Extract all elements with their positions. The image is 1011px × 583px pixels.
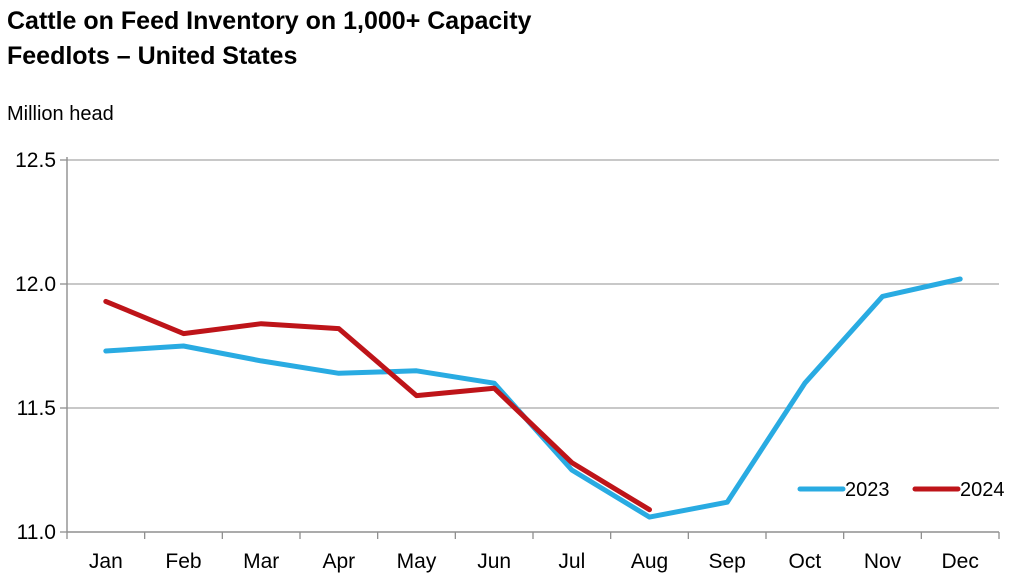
y-tick-label: 11.0 — [17, 521, 56, 544]
x-tick-label-jan: Jan — [89, 550, 123, 573]
x-tick-label-oct: Oct — [788, 550, 821, 573]
chart-title: Cattle on Feed Inventory on 1,000+ Capac… — [7, 4, 531, 74]
x-tick-label-mar: Mar — [243, 550, 279, 573]
series-line-2024 — [103, 298, 652, 513]
x-tick-label-feb: Feb — [165, 550, 201, 573]
legend: 2023 2024 — [797, 479, 1005, 501]
y-tick-label: 11.5 — [17, 397, 56, 420]
y-tick-label: 12.0 — [15, 273, 56, 296]
legend-label-2024: 2024 — [960, 479, 1005, 501]
x-tick-label-nov: Nov — [864, 550, 902, 573]
x-tick-label-dec: Dec — [941, 550, 978, 573]
y-tick-label: 12.5 — [15, 149, 56, 172]
legend-item-2023: 2023 — [797, 479, 890, 501]
x-tick-label-apr: Apr — [322, 550, 355, 573]
y-axis-unit-label: Million head — [7, 103, 114, 125]
chart-title-line2: Feedlots – United States — [7, 42, 298, 70]
series-line-2023 — [103, 276, 963, 520]
x-tick-label-jul: Jul — [558, 550, 585, 573]
x-tick-label-sep: Sep — [708, 550, 745, 573]
chart-title-line1: Cattle on Feed Inventory on 1,000+ Capac… — [7, 7, 532, 35]
x-tick-label-aug: Aug — [631, 550, 668, 573]
x-tick-label-may: May — [397, 550, 437, 573]
x-tick-label-jun: Jun — [477, 550, 511, 573]
legend-item-2024: 2024 — [912, 479, 1005, 501]
legend-label-2023: 2023 — [845, 479, 890, 501]
